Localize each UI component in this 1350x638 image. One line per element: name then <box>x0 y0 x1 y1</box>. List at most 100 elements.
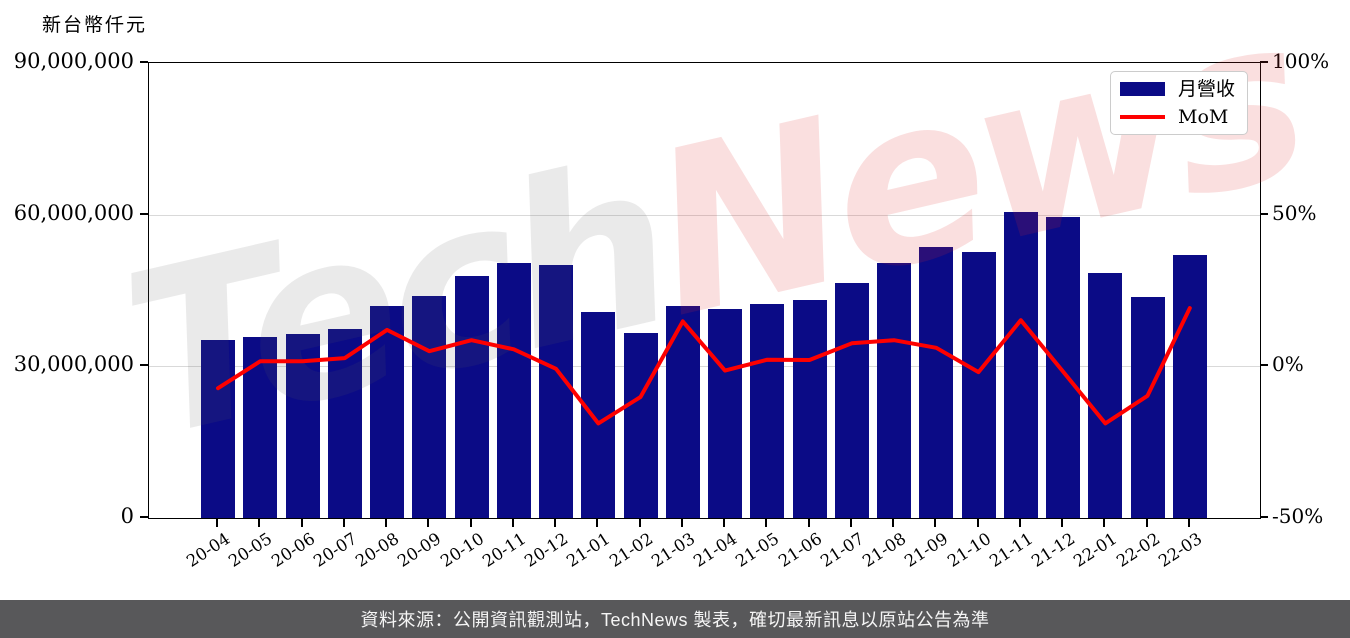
x-tick <box>427 519 430 527</box>
x-tick-label: 22-02 <box>1112 529 1163 571</box>
x-tick <box>723 519 725 527</box>
x-tick <box>1103 519 1106 527</box>
revenue-bar <box>412 295 447 518</box>
x-tick <box>1061 519 1063 527</box>
revenue-bar <box>623 332 658 518</box>
legend-row-mom: MoM <box>1111 105 1247 128</box>
x-tick <box>680 519 683 527</box>
x-tick-label: 22-03 <box>1154 529 1206 571</box>
x-tick <box>216 519 218 527</box>
footer-bar: 資料來源：公開資訊觀測站，TechNews 製表，確切最新訊息以原站公告為準 <box>0 600 1350 638</box>
x-tick <box>638 519 641 527</box>
x-tick <box>1145 519 1148 527</box>
x-tick-label: 20-06 <box>267 529 318 571</box>
revenue-bar <box>496 262 531 518</box>
x-tick-label: 21-09 <box>901 529 952 571</box>
y-axis-label-left: 90,000,000 <box>13 49 134 73</box>
revenue-bar <box>919 247 954 518</box>
revenue-bar <box>792 299 827 518</box>
x-tick-label: 20-08 <box>352 529 403 571</box>
revenue-bar <box>539 264 573 518</box>
revenue-bar <box>201 340 235 518</box>
y-tick-right <box>1260 364 1268 367</box>
revenue-bar <box>834 282 869 518</box>
y-axis-label-right: -50% <box>1272 504 1324 528</box>
revenue-bar <box>877 262 911 518</box>
y-axis-label-right: 100% <box>1272 49 1330 73</box>
x-tick-label: 21-08 <box>859 529 910 571</box>
x-tick-label: 20-05 <box>225 529 276 571</box>
revenue-bar <box>1172 254 1207 518</box>
x-tick <box>300 519 303 527</box>
x-tick-label: 21-03 <box>647 529 699 571</box>
x-tick-label: 21-01 <box>563 529 614 571</box>
y-axis-label-left: 30,000,000 <box>13 352 134 377</box>
x-tick-label: 21-10 <box>943 529 994 571</box>
x-tick-label: 21-02 <box>605 529 656 571</box>
x-tick <box>596 519 599 527</box>
revenue-bar <box>1003 211 1038 518</box>
legend-bar-label: 月營收 <box>1178 77 1236 100</box>
y-tick-left <box>140 516 148 518</box>
x-tick-label: 21-12 <box>1028 529 1079 571</box>
y-tick-left <box>140 212 148 215</box>
x-tick <box>807 519 810 527</box>
x-tick-label: 20-07 <box>309 529 361 571</box>
x-tick-label: 22-01 <box>1070 529 1121 571</box>
revenue-bar <box>708 308 742 518</box>
x-tick-label: 21-05 <box>732 529 783 571</box>
legend-line-swatch <box>1120 114 1165 120</box>
y-axis-label-left: 0 <box>120 504 134 528</box>
x-tick <box>554 519 556 527</box>
x-tick <box>1018 519 1021 527</box>
x-tick <box>1187 519 1190 527</box>
footer-text: 資料來源：公開資訊觀測站，TechNews 製表，確切最新訊息以原站公告為準 <box>360 610 990 630</box>
plot-area: TechNews <box>105 0 1323 519</box>
gridline <box>149 366 1260 368</box>
gridline <box>149 214 1260 216</box>
x-tick <box>511 519 514 527</box>
x-tick <box>385 519 387 527</box>
x-tick <box>976 519 979 527</box>
y-axis-label-left: 60,000,000 <box>13 200 134 225</box>
y-axis-unit-label: 新台幣仟元 <box>42 14 148 36</box>
y-tick-left <box>140 61 148 63</box>
revenue-bar <box>1130 297 1165 518</box>
x-tick <box>765 519 768 527</box>
legend-line-label: MoM <box>1178 105 1229 128</box>
x-tick-label: 20-11 <box>478 529 530 571</box>
x-tick-label: 20-09 <box>394 529 445 571</box>
mom-line-chart <box>216 306 1192 426</box>
y-axis-label-right: 50% <box>1272 200 1317 225</box>
x-tick <box>934 519 937 527</box>
x-tick <box>342 519 345 527</box>
mom-line <box>216 306 1192 426</box>
revenue-bar <box>454 276 489 518</box>
revenue-bar <box>750 304 785 518</box>
revenue-bar <box>1046 216 1080 518</box>
revenue-bar <box>285 333 320 518</box>
y-tick-right <box>1260 61 1268 63</box>
legend-row-revenue: 月營收 <box>1111 77 1247 100</box>
x-tick-label: 21-06 <box>774 529 825 571</box>
x-tick-label: 21-11 <box>985 529 1037 571</box>
x-tick-label: 20-12 <box>521 529 572 571</box>
x-tick <box>469 519 472 527</box>
x-tick <box>849 519 852 527</box>
revenue-bar <box>370 306 404 518</box>
x-tick-label: 21-07 <box>816 529 868 571</box>
y-tick-right <box>1260 212 1268 215</box>
legend: 月營收 MoM <box>1110 71 1248 135</box>
revenue-bar <box>1088 273 1123 518</box>
x-tick <box>892 519 894 527</box>
revenue-bar <box>961 252 996 518</box>
x-tick-label: 21-04 <box>690 529 741 571</box>
legend-bar-swatch <box>1120 82 1165 96</box>
x-tick <box>258 519 261 527</box>
y-tick-right <box>1260 516 1268 518</box>
y-tick-left <box>140 364 148 367</box>
y-axis-label-right: 0% <box>1272 352 1304 377</box>
x-tick-label: 20-10 <box>436 529 487 571</box>
x-tick-label: 20-04 <box>183 529 234 571</box>
